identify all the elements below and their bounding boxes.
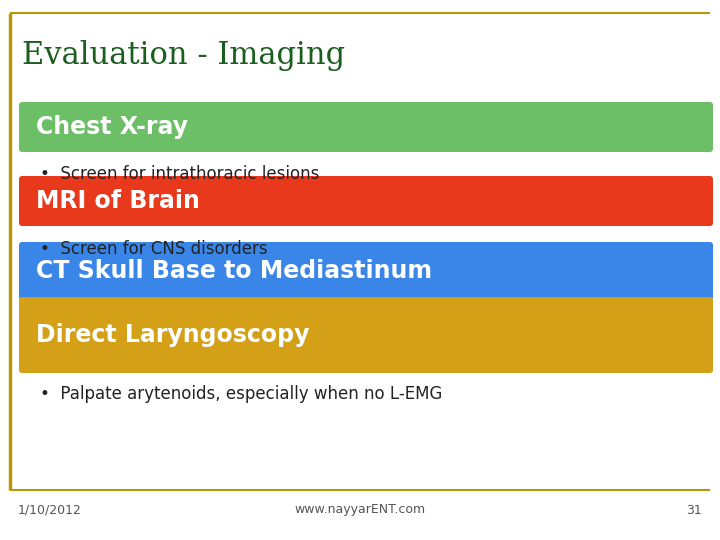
FancyBboxPatch shape (19, 176, 713, 226)
Text: 1/10/2012: 1/10/2012 (18, 503, 82, 516)
FancyBboxPatch shape (19, 297, 713, 373)
Text: •  Screen for intrathoracic lesions: • Screen for intrathoracic lesions (40, 165, 320, 183)
Text: MRI of Brain: MRI of Brain (36, 189, 200, 213)
FancyBboxPatch shape (19, 242, 713, 300)
Text: Chest X-ray: Chest X-ray (36, 115, 188, 139)
Text: •  Screen for CNS disorders: • Screen for CNS disorders (40, 240, 268, 258)
Text: •  Palpate arytenoids, especially when no L-EMG: • Palpate arytenoids, especially when no… (40, 385, 442, 403)
Text: Direct Laryngoscopy: Direct Laryngoscopy (36, 323, 310, 347)
Text: www.nayyarENT.com: www.nayyarENT.com (294, 503, 426, 516)
Text: Evaluation - Imaging: Evaluation - Imaging (22, 40, 345, 71)
Text: CT Skull Base to Mediastinum: CT Skull Base to Mediastinum (36, 259, 432, 283)
FancyBboxPatch shape (19, 102, 713, 152)
Text: 31: 31 (686, 503, 702, 516)
